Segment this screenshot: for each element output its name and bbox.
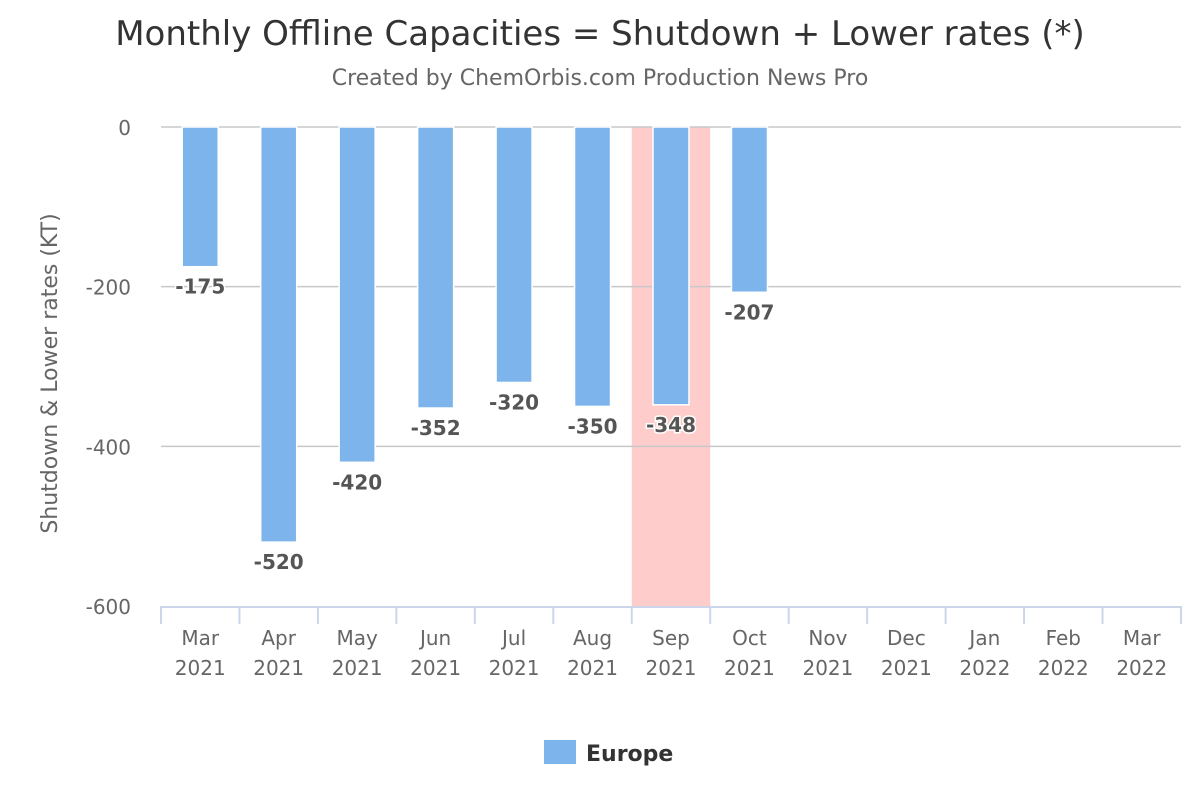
x-tick-label-year: 2022	[1116, 656, 1167, 680]
data-label: -348	[646, 413, 696, 437]
x-tick-label-month: Feb	[1046, 626, 1081, 650]
x-tick-label-year: 2021	[646, 656, 697, 680]
chart-title: Monthly Offline Capacities = Shutdown + …	[115, 14, 1085, 54]
y-axis-title: Shutdown & Lower rates (KT)	[38, 213, 63, 533]
legend-swatch	[544, 740, 576, 764]
bar	[652, 126, 690, 406]
chart-subtitle: Created by ChemOrbis.com Production News…	[331, 66, 869, 91]
x-tick-label-month: Mar	[1123, 626, 1162, 650]
bar	[259, 126, 298, 543]
x-tick-label-month: Sep	[652, 626, 690, 650]
bar	[416, 126, 455, 409]
y-tick-label: -200	[86, 276, 131, 300]
data-label: -420	[332, 470, 382, 494]
data-label: -520	[254, 550, 304, 574]
x-tick-label-month: Nov	[808, 626, 847, 650]
y-tick-label: -600	[86, 595, 131, 619]
x-tick-label-year: 2021	[489, 656, 540, 680]
x-tick-label-month: Oct	[732, 626, 767, 650]
x-tick-label-month: Dec	[887, 626, 926, 650]
x-tick-label-month: Jul	[500, 626, 526, 650]
x-tick-label-month: Aug	[573, 626, 612, 650]
x-tick-label-month: Jun	[418, 626, 451, 650]
data-label: -352	[411, 416, 461, 440]
x-tick-label-year: 2021	[332, 656, 383, 680]
x-tick-label-year: 2021	[881, 656, 932, 680]
legend-label: Europe	[586, 742, 673, 767]
x-tick-label-year: 2021	[802, 656, 853, 680]
x-tick-label-month: Mar	[181, 626, 220, 650]
x-tick-label-year: 2021	[175, 656, 226, 680]
data-label: -350	[568, 414, 618, 438]
data-label: -175	[175, 275, 225, 299]
bar	[573, 126, 612, 408]
x-tick-label-year: 2021	[410, 656, 461, 680]
x-tick-label-year: 2022	[1038, 656, 1089, 680]
x-tick-label-month: May	[336, 626, 378, 650]
bar	[338, 126, 376, 464]
data-label: -207	[724, 300, 774, 324]
x-tick-label-month: Apr	[261, 626, 296, 650]
x-tick-label-year: 2021	[253, 656, 304, 680]
data-label: -320	[489, 390, 539, 414]
y-tick-label: 0	[118, 116, 131, 140]
bar	[495, 126, 533, 384]
x-tick-label-year: 2022	[959, 656, 1010, 680]
y-tick-label: -400	[86, 435, 131, 459]
bar	[181, 126, 219, 268]
x-tick-label-year: 2021	[567, 656, 618, 680]
bar	[730, 126, 769, 294]
x-tick-label-month: Jan	[967, 626, 1000, 650]
x-tick-label-year: 2021	[724, 656, 775, 680]
